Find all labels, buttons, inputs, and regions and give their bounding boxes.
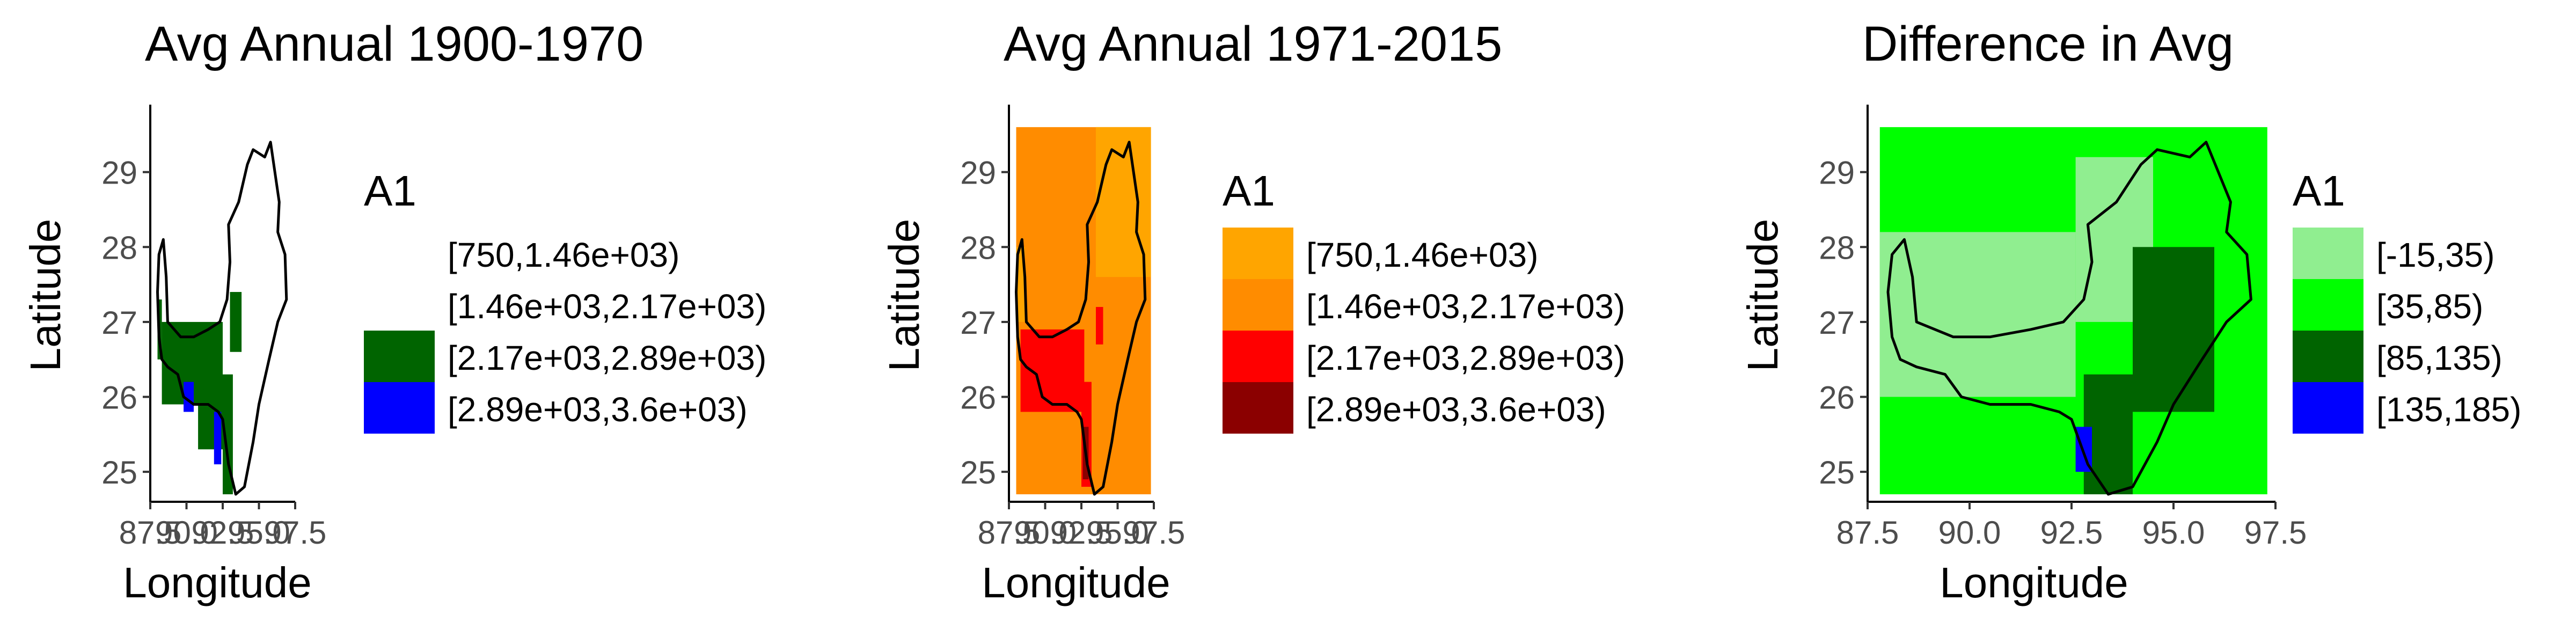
legend-label: [35,85) bbox=[2376, 287, 2484, 326]
y-tick-label: 26 bbox=[101, 380, 137, 416]
legend-swatch bbox=[364, 331, 435, 382]
boundary-outline bbox=[1886, 141, 2252, 496]
y-tick-label: 25 bbox=[1819, 455, 1855, 491]
x-tick-label: 90.0 bbox=[1938, 515, 2001, 551]
y-tick-label: 25 bbox=[960, 455, 996, 491]
legend-swatch bbox=[364, 279, 435, 331]
x-tick-label: 97.5 bbox=[264, 515, 327, 551]
legend-item: [135,185) bbox=[2293, 382, 2521, 434]
x-tick-label: 97.5 bbox=[1123, 515, 1185, 551]
legend-item: [1.46e+03,2.17e+03) bbox=[1223, 279, 1625, 331]
legend-swatch bbox=[1223, 331, 1293, 382]
x-axis-label: Longitude bbox=[1940, 559, 2128, 606]
data-cell bbox=[2083, 374, 2133, 495]
legend-label: [1.46e+03,2.17e+03) bbox=[448, 287, 767, 326]
chart-title: Difference in Avg bbox=[1862, 17, 2234, 71]
y-tick-label: 29 bbox=[101, 155, 137, 191]
legend-label: [1.46e+03,2.17e+03) bbox=[1306, 287, 1626, 326]
legend: A1 [-15,35) [35,85) [85,135) [135,185) bbox=[2293, 166, 2521, 434]
x-tick-label: 87.5 bbox=[1836, 515, 1899, 551]
legend-label: [2.17e+03,2.89e+03) bbox=[448, 339, 767, 377]
legend-label: [-15,35) bbox=[2376, 236, 2495, 274]
data-cell bbox=[184, 382, 194, 412]
y-tick-label: 28 bbox=[101, 230, 137, 266]
legend-swatch bbox=[1223, 228, 1293, 279]
legend-item: [2.89e+03,3.6e+03) bbox=[364, 382, 748, 434]
legend-swatch bbox=[364, 382, 435, 434]
data-cell bbox=[1879, 232, 2076, 397]
legend: A1 [750,1.46e+03) [1.46e+03,2.17e+03) [2… bbox=[364, 166, 766, 434]
chart-panel-3: Difference in Avg Latitude Longitude 25 2… bbox=[1717, 0, 2576, 644]
data-cell bbox=[230, 292, 242, 352]
y-tick-label: 28 bbox=[1819, 230, 1855, 266]
data-cell bbox=[223, 374, 233, 495]
legend-label: [135,185) bbox=[2376, 390, 2522, 429]
legend-swatch bbox=[2293, 279, 2363, 331]
map-plot: 25 26 27 28 29 87.590.092.595.097.5 bbox=[101, 105, 327, 551]
legend-item: [35,85) bbox=[2293, 279, 2483, 331]
legend-label: [85,135) bbox=[2376, 339, 2502, 377]
x-tick-label: 87.5 bbox=[978, 515, 1041, 551]
boundary-outline bbox=[1015, 141, 1147, 496]
legend-label: [750,1.46e+03) bbox=[1306, 236, 1539, 274]
x-tick-label: 95.0 bbox=[228, 515, 290, 551]
data-cell bbox=[199, 352, 204, 390]
y-tick-label: 28 bbox=[960, 230, 996, 266]
legend-item: [2.17e+03,2.89e+03) bbox=[364, 331, 766, 382]
legend-label: [2.89e+03,3.6e+03) bbox=[1306, 390, 1606, 429]
legend-swatch bbox=[1223, 382, 1293, 434]
map-plot: 25 26 27 28 29 87.590.092.595.097.5 bbox=[960, 105, 1185, 551]
legend-swatch bbox=[2293, 382, 2363, 434]
legend-swatch bbox=[1223, 279, 1293, 331]
x-tick-label: 97.5 bbox=[2244, 515, 2307, 551]
legend-title: A1 bbox=[364, 167, 416, 215]
x-tick-label: 90.0 bbox=[1014, 515, 1077, 551]
x-tick-label: 95.0 bbox=[2142, 515, 2205, 551]
x-tick-label: 92.5 bbox=[2040, 515, 2103, 551]
chart-title: Avg Annual 1971-2015 bbox=[1004, 17, 1503, 71]
chart-title: Avg Annual 1900-1970 bbox=[145, 17, 644, 71]
x-tick-label: 95.0 bbox=[1086, 515, 1149, 551]
y-tick-label: 29 bbox=[1819, 155, 1855, 191]
legend-item: [2.17e+03,2.89e+03) bbox=[1223, 331, 1625, 382]
legend-label: [2.89e+03,3.6e+03) bbox=[448, 390, 748, 429]
legend-item: [1.46e+03,2.17e+03) bbox=[364, 279, 766, 331]
x-tick-label: 92.5 bbox=[192, 515, 254, 551]
data-cell bbox=[214, 412, 222, 465]
legend-swatch bbox=[2293, 228, 2363, 279]
legend-title: A1 bbox=[1223, 167, 1275, 215]
x-axis-label: Longitude bbox=[123, 559, 312, 606]
x-tick-label: 92.5 bbox=[1050, 515, 1113, 551]
x-axis-label: Longitude bbox=[982, 559, 1170, 606]
legend-item: [750,1.46e+03) bbox=[364, 228, 679, 279]
legend-swatch bbox=[2293, 331, 2363, 382]
x-tick-label: 90.0 bbox=[155, 515, 218, 551]
x-tick-label: 87.5 bbox=[119, 515, 182, 551]
legend-item: [750,1.46e+03) bbox=[1223, 228, 1538, 279]
legend-item: [-15,35) bbox=[2293, 228, 2495, 279]
legend: A1 [750,1.46e+03) [1.46e+03,2.17e+03) [2… bbox=[1223, 166, 1625, 434]
chart-panel-2: Avg Annual 1971-2015 Latitude Longitude … bbox=[859, 0, 1717, 644]
y-tick-label: 27 bbox=[1819, 305, 1855, 341]
y-tick-label: 27 bbox=[101, 305, 137, 341]
y-tick-label: 26 bbox=[1819, 380, 1855, 416]
legend-item: [2.89e+03,3.6e+03) bbox=[1223, 382, 1606, 434]
legend-item: [85,135) bbox=[2293, 331, 2502, 382]
y-tick-label: 27 bbox=[960, 305, 996, 341]
map-plot: 25 26 27 28 29 87.5 90.0 92.5 95.0 97.5 bbox=[1819, 105, 2307, 551]
y-tick-label: 25 bbox=[101, 455, 137, 491]
legend-swatch bbox=[364, 228, 435, 279]
y-tick-label: 26 bbox=[960, 380, 996, 416]
data-cell bbox=[2133, 247, 2214, 412]
legend-label: [2.17e+03,2.89e+03) bbox=[1306, 339, 1626, 377]
data-cell bbox=[1096, 306, 1103, 345]
legend-label: [750,1.46e+03) bbox=[448, 236, 680, 274]
boundary-outline bbox=[156, 141, 288, 496]
chart-panel-1: Avg Annual 1900-1970 Latitude Longitude … bbox=[0, 0, 859, 644]
y-tick-label: 29 bbox=[960, 155, 996, 191]
legend-title: A1 bbox=[2293, 167, 2345, 215]
